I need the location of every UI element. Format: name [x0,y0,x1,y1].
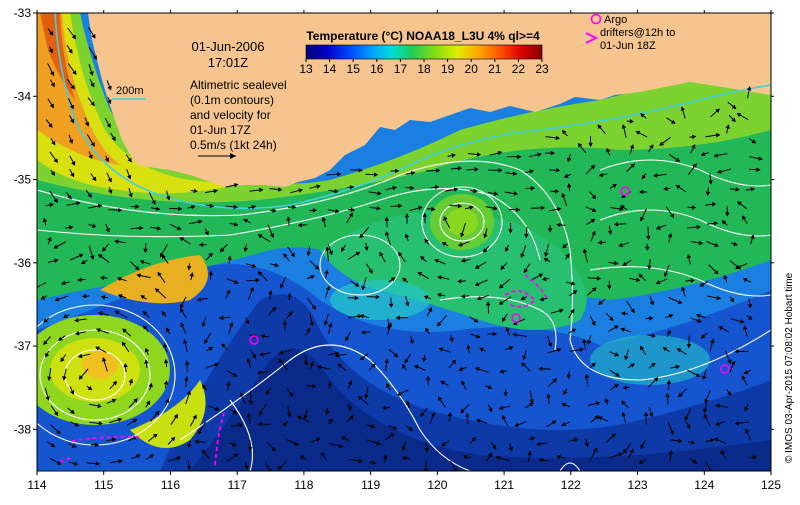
sealevel-note-line: 01-Jun 17Z [190,123,251,137]
colorbar-tick-label: 14 [323,62,337,76]
drifter-legend-line2: 01-Jun 18Z [600,40,656,52]
sealevel-note-line: Altimetric sealevel [190,78,287,92]
colorbar-tick-label: 13 [299,62,313,76]
x-tick-label: 114 [27,478,46,492]
y-tick-label: -36 [14,256,32,270]
colorbar-tick-label: 19 [441,62,455,76]
x-tick-label: 120 [427,478,447,492]
y-tick-label: -33 [14,6,32,20]
argo-legend-label: Argo [604,14,627,26]
drifter-legend-line1: drifters@12h to [600,27,675,39]
x-tick-label: 122 [561,478,581,492]
colorbar-tick-label: 23 [535,62,549,76]
colorbar-tick-label: 17 [394,62,408,76]
y-tick-label: -34 [14,89,32,103]
x-tick-label: 119 [361,478,380,492]
sealevel-note-line: (0.1m contours) [190,93,274,107]
isobath-legend-label: 200m [116,85,144,97]
x-tick-label: 124 [694,478,714,492]
x-tick-label: 116 [161,478,180,492]
colorbar-tick-label: 15 [347,62,361,76]
time-label: 17:01Z [208,55,249,70]
y-tick-label: -35 [14,173,32,187]
sealevel-note-line: and velocity for [190,108,271,122]
colorbar-tick-label: 21 [488,62,502,76]
y-tick-label: -37 [14,339,32,353]
x-tick-label: 118 [294,478,313,492]
x-tick-label: 121 [494,478,514,492]
x-tick-label: 115 [94,478,113,492]
x-tick-label: 125 [761,478,781,492]
colorbar-tick-label: 20 [465,62,479,76]
sealevel-note-line: 0.5m/s (1kt 24h) [190,138,277,152]
x-tick-label: 117 [228,478,247,492]
credit-text: © IMOS 03-Apr-2015 07:08:02 Hobart time [784,272,795,463]
x-tick-label: 123 [628,478,648,492]
colorbar-tick-label: 22 [512,62,526,76]
y-tick-label: -38 [14,422,32,436]
colorbar [306,45,542,59]
colorbar-tick-label: 16 [370,62,384,76]
date-label: 01-Jun-2006 [192,39,265,54]
colorbar-tick-label: 18 [417,62,431,76]
colorbar-title: Temperature (°C) NOAA18_L3U 4% ql>=4 [306,29,540,43]
